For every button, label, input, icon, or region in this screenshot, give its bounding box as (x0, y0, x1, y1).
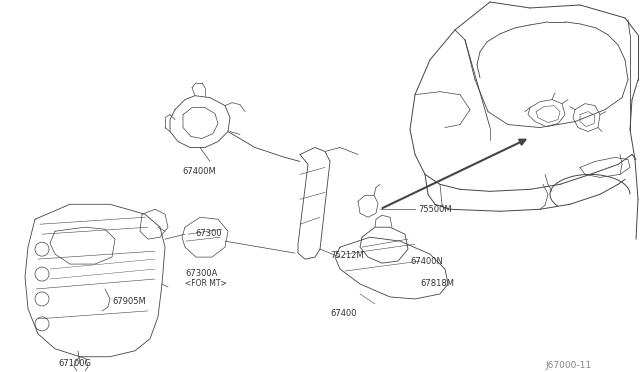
Text: 67400: 67400 (330, 309, 356, 318)
Text: J67000-11: J67000-11 (545, 361, 591, 370)
Text: 67300A: 67300A (185, 269, 218, 278)
Text: 67400N: 67400N (410, 257, 443, 266)
Text: 75212M: 75212M (330, 251, 364, 260)
Text: 67905M: 67905M (112, 297, 146, 306)
Text: 67100G: 67100G (58, 359, 92, 368)
Text: 67300: 67300 (195, 229, 221, 238)
Text: 67400M: 67400M (182, 167, 216, 176)
Text: <FOR MT>: <FOR MT> (185, 279, 227, 288)
Text: 67818M: 67818M (420, 279, 454, 288)
Text: 75500M: 75500M (418, 205, 452, 214)
